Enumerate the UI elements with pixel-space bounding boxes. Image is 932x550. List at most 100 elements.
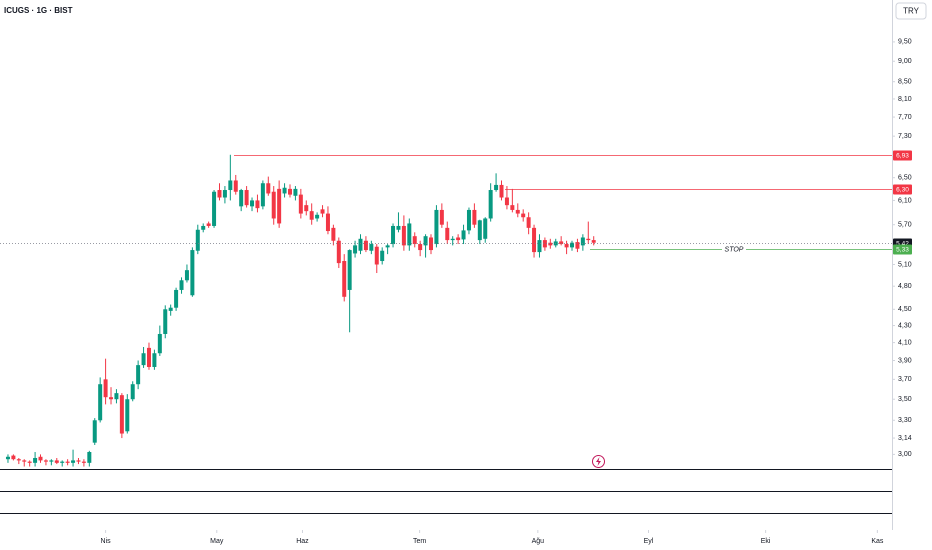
x-tick-label: Kas bbox=[871, 538, 884, 545]
price-label: 5,42 bbox=[896, 241, 909, 248]
x-tick-label: Ağu bbox=[532, 538, 545, 545]
candle-body bbox=[11, 455, 16, 460]
candle-body bbox=[429, 237, 434, 251]
x-tick-label: Nis bbox=[101, 538, 112, 545]
y-tick-label: 3,70 bbox=[898, 376, 912, 383]
candle-body bbox=[157, 333, 162, 354]
candle-body bbox=[369, 244, 374, 251]
candle-body bbox=[477, 220, 482, 241]
candle-body bbox=[38, 456, 43, 461]
price-label-box bbox=[893, 150, 912, 161]
candle-body bbox=[174, 289, 179, 308]
candle-body bbox=[22, 460, 27, 462]
candle-body bbox=[228, 180, 233, 191]
candle-body bbox=[119, 395, 124, 434]
annotation-bg bbox=[722, 244, 746, 255]
candle-body bbox=[250, 200, 255, 207]
candle-body bbox=[16, 459, 21, 461]
icon-bolt[interactable] bbox=[596, 457, 601, 466]
candle-body bbox=[195, 229, 200, 251]
candle-body bbox=[293, 188, 298, 196]
candle-body bbox=[407, 223, 412, 246]
y-tick-label: 6,50 bbox=[898, 175, 912, 182]
candle-body bbox=[418, 244, 423, 251]
candle-body bbox=[255, 200, 260, 209]
candle-body bbox=[125, 399, 130, 432]
candle-body bbox=[114, 393, 119, 400]
y-tick-label: 5,10 bbox=[898, 261, 912, 268]
candle-body bbox=[396, 225, 401, 230]
candle-body bbox=[510, 205, 515, 210]
candle-body bbox=[282, 187, 287, 194]
annotation: STOP bbox=[725, 246, 744, 253]
candle-body bbox=[65, 461, 70, 463]
candle-body bbox=[71, 460, 76, 463]
candle-body bbox=[488, 190, 493, 219]
y-tick-label: 3,50 bbox=[898, 396, 912, 403]
price-label-box bbox=[893, 244, 912, 255]
candle-body bbox=[466, 209, 471, 231]
candle-body bbox=[304, 205, 309, 212]
candle-body bbox=[163, 309, 168, 334]
candle-body bbox=[222, 190, 227, 198]
candle-body bbox=[309, 211, 314, 220]
y-tick-label: 4,10 bbox=[898, 339, 912, 346]
chart-title: ICUGS · 1G · BIST bbox=[4, 6, 73, 15]
candle-body bbox=[575, 242, 580, 249]
candle-body bbox=[81, 461, 86, 463]
y-tick-label: 7,30 bbox=[898, 133, 912, 140]
candle-body bbox=[434, 209, 439, 245]
candle-body bbox=[559, 241, 564, 245]
y-tick-label: 4,50 bbox=[898, 306, 912, 313]
currency-button[interactable] bbox=[895, 2, 927, 20]
candle-body bbox=[76, 460, 81, 462]
candle-body bbox=[412, 236, 417, 245]
candle-body bbox=[499, 184, 504, 198]
candle-body bbox=[374, 246, 379, 265]
candle-body bbox=[591, 240, 596, 243]
y-tick-label: 3,14 bbox=[898, 435, 912, 442]
candle-body bbox=[521, 213, 526, 218]
candle-body bbox=[190, 250, 195, 296]
candle-body bbox=[43, 460, 48, 462]
candle-body bbox=[445, 227, 450, 241]
candle-body bbox=[315, 214, 320, 219]
candle-body bbox=[586, 238, 591, 241]
price-label: 6,93 bbox=[896, 153, 909, 160]
currency[interactable]: TRY bbox=[903, 7, 920, 16]
candle-body bbox=[33, 457, 38, 463]
candle-body bbox=[130, 384, 135, 400]
candle-body bbox=[184, 270, 189, 281]
candle-body bbox=[336, 240, 341, 264]
y-tick-label: 7,70 bbox=[898, 114, 912, 121]
replay-icon[interactable] bbox=[592, 455, 605, 468]
candle-body bbox=[320, 209, 325, 214]
candle-body bbox=[542, 240, 547, 248]
y-tick-label: 3,90 bbox=[898, 357, 912, 364]
candle-body bbox=[456, 237, 461, 241]
y-tick-label: 6,10 bbox=[898, 197, 912, 204]
price-label: 6,30 bbox=[896, 187, 909, 194]
x-tick-label: Eyl bbox=[644, 538, 654, 545]
y-tick-label: 4,80 bbox=[898, 283, 912, 290]
candle-body bbox=[331, 227, 336, 241]
candle-body bbox=[570, 242, 575, 248]
y-tick-label: 8,10 bbox=[898, 96, 912, 103]
candle-body bbox=[353, 245, 358, 254]
candle-body bbox=[401, 225, 406, 246]
candle-body bbox=[92, 420, 97, 443]
candle-body bbox=[49, 460, 54, 462]
candle-body bbox=[504, 197, 509, 206]
candle-body bbox=[168, 307, 173, 311]
candle-body bbox=[548, 242, 553, 246]
candle-body bbox=[239, 190, 244, 207]
candle-body bbox=[60, 461, 65, 463]
candle-body bbox=[342, 261, 347, 297]
candle-body bbox=[260, 183, 265, 207]
candle-body bbox=[217, 190, 222, 198]
candle-body bbox=[233, 180, 238, 192]
candle-body bbox=[266, 183, 271, 194]
x-tick-label: May bbox=[210, 538, 224, 545]
